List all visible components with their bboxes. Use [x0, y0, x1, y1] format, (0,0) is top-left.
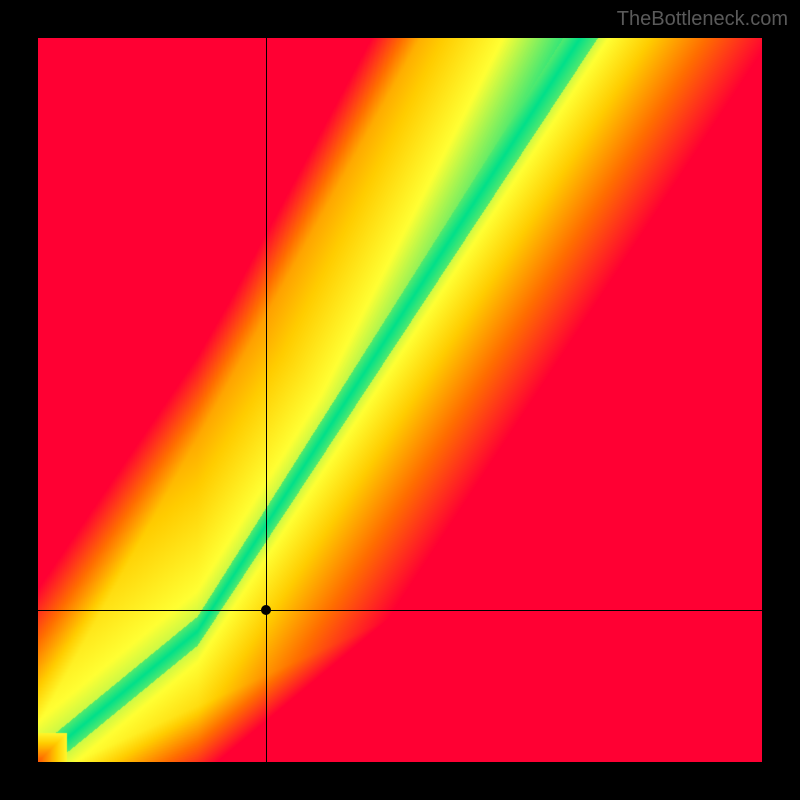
attribution-text: TheBottleneck.com [617, 8, 788, 31]
crosshair-horizontal [38, 610, 762, 611]
selection-marker [261, 605, 271, 615]
bottleneck-heatmap [38, 38, 762, 762]
crosshair-vertical [266, 38, 267, 762]
